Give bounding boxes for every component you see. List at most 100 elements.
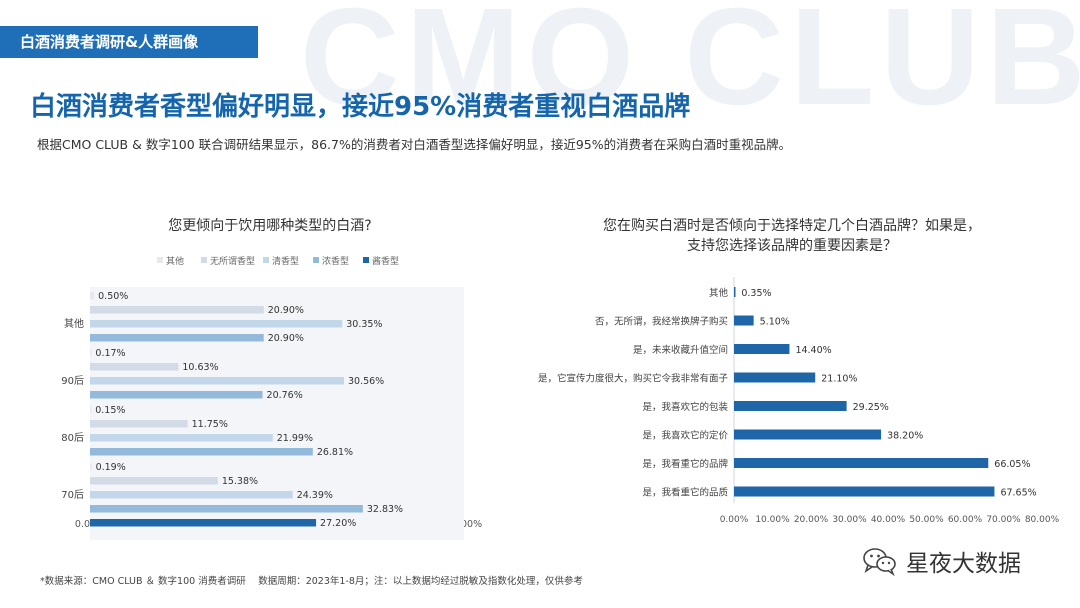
data-label: 30.56%	[348, 376, 384, 387]
legend-item: 其他	[157, 255, 184, 267]
x-tick-label: 80.00%	[1025, 515, 1060, 525]
section-tag: 白酒消费者调研&人群画像	[0, 26, 258, 58]
bar	[734, 429, 882, 440]
bar	[90, 391, 263, 399]
x-tick-label: 60.00%	[948, 515, 983, 525]
category-label: 其他	[709, 287, 729, 299]
legend-item: 酱香型	[363, 255, 399, 267]
category-band	[90, 458, 464, 540]
data-label: 30.35%	[346, 319, 382, 330]
x-tick-label: 0.00%	[720, 515, 749, 525]
bar	[90, 334, 264, 342]
data-label: 11.75%	[192, 419, 228, 430]
data-label: 0.19%	[96, 462, 126, 473]
bar	[734, 315, 754, 326]
data-label: 21.10%	[821, 374, 857, 385]
legend-label: 其他	[166, 255, 184, 267]
category-label: 是，我看重它的品质	[642, 487, 728, 499]
x-tick-label: 20.00%	[794, 515, 829, 525]
data-source-footnote: *数据来源：CMO CLUB ＆ 数字100 消费者调研 数据周期：2023年1…	[40, 576, 583, 587]
legend-item: 无所谓香型	[201, 256, 255, 267]
category-label: 是，我喜欢它的定价	[642, 430, 728, 442]
legend-swatch	[201, 257, 207, 263]
chart-title: 您在购买白酒时是否倾向于选择特定几个白酒品牌？如果是，	[603, 217, 981, 234]
data-label: 29.25%	[853, 402, 889, 413]
data-label: 15.38%	[222, 476, 258, 487]
data-label: 0.35%	[741, 288, 771, 299]
bar	[90, 519, 317, 527]
bar	[90, 377, 344, 385]
legend-label: 清香型	[272, 255, 299, 267]
bar	[90, 505, 363, 513]
chart-title: 您更倾向于饮用哪种类型的白酒?	[168, 217, 371, 234]
bar	[734, 401, 847, 411]
data-label: 0.15%	[95, 405, 125, 416]
data-label: 67.65%	[1000, 488, 1036, 499]
legend-item: 清香型	[263, 255, 299, 267]
x-tick-label: 30.00%	[832, 515, 867, 525]
bar	[90, 406, 92, 414]
data-label: 32.83%	[367, 504, 403, 515]
data-label: 14.40%	[795, 345, 831, 356]
category-label: 70后	[61, 489, 84, 501]
legend-swatch	[157, 257, 163, 263]
bar	[90, 292, 95, 300]
data-label: 0.50%	[98, 291, 128, 302]
background-watermark: CMO CLUB	[300, 0, 1080, 134]
data-label: 20.90%	[268, 333, 304, 344]
data-label: 21.99%	[277, 433, 313, 444]
legend-swatch	[313, 257, 319, 263]
brand-factor-chart: 您在购买白酒时是否倾向于选择特定几个白酒品牌？如果是， 支持您选择该品牌的重要因素…	[538, 217, 1060, 525]
category-label: 是，我喜欢它的包装	[642, 401, 728, 413]
bar	[734, 372, 816, 383]
bar	[734, 287, 736, 297]
category-label: 80后	[61, 432, 84, 444]
bar	[90, 463, 92, 471]
data-label: 20.76%	[267, 390, 303, 401]
bar	[90, 448, 313, 456]
category-label: 是，它宣传力度很大，购买它令我非常有面子	[538, 373, 729, 385]
bar	[734, 486, 995, 497]
brand-watermark: 星夜大数据	[862, 544, 1021, 578]
data-label: 27.20%	[320, 518, 356, 529]
bar	[90, 434, 273, 442]
liquor-type-preference-chart: 您更倾向于饮用哪种类型的白酒?其他无所谓香型清香型浓香型酱香型0.00%5.00…	[61, 217, 482, 540]
data-label: 66.05%	[994, 459, 1030, 470]
legend-swatch	[363, 257, 369, 263]
wechat-icon	[863, 548, 896, 576]
chart-title: 支持您选择该品牌的重要因素是？	[687, 237, 897, 254]
x-tick-label: 10.00%	[755, 515, 790, 525]
brand-label: 星夜大数据	[906, 551, 1021, 577]
category-label: 是，未来收藏升值空间	[633, 344, 728, 356]
data-label: 5.10%	[760, 317, 790, 328]
legend-label: 无所谓香型	[210, 256, 255, 267]
category-label: 是，我看重它的品牌	[642, 458, 728, 470]
x-tick-label: 50.00%	[909, 515, 944, 525]
legend-label: 酱香型	[372, 255, 399, 267]
data-label: 0.17%	[95, 348, 125, 359]
category-label: 否，无所谓，我经常换牌子购买	[595, 316, 728, 328]
legend-item: 浓香型	[313, 256, 349, 267]
intro-text: 根据CMO CLUB & 数字100 联合调研结果显示，86.7%的消费者对白酒…	[37, 137, 792, 152]
bar	[734, 458, 989, 468]
data-label: 26.81%	[317, 447, 353, 458]
x-tick-label: 40.00%	[871, 515, 906, 525]
bar	[90, 320, 343, 328]
data-label: 20.90%	[268, 305, 304, 316]
bar	[90, 420, 188, 428]
data-label: 10.63%	[182, 362, 218, 373]
bar	[90, 363, 179, 371]
bar	[734, 344, 790, 354]
bar	[90, 491, 293, 499]
data-label: 38.20%	[887, 431, 923, 442]
bar	[90, 306, 264, 314]
category-label: 其他	[64, 317, 84, 330]
bar	[90, 349, 92, 357]
x-tick-label: 70.00%	[986, 515, 1021, 525]
page-headline: 白酒消费者香型偏好明显，接近95%消费者重视白酒品牌	[30, 92, 691, 122]
category-label: 90后	[61, 375, 84, 387]
legend-swatch	[263, 257, 269, 263]
bar	[90, 477, 218, 485]
data-label: 24.39%	[297, 490, 333, 501]
legend-label: 浓香型	[322, 256, 349, 267]
